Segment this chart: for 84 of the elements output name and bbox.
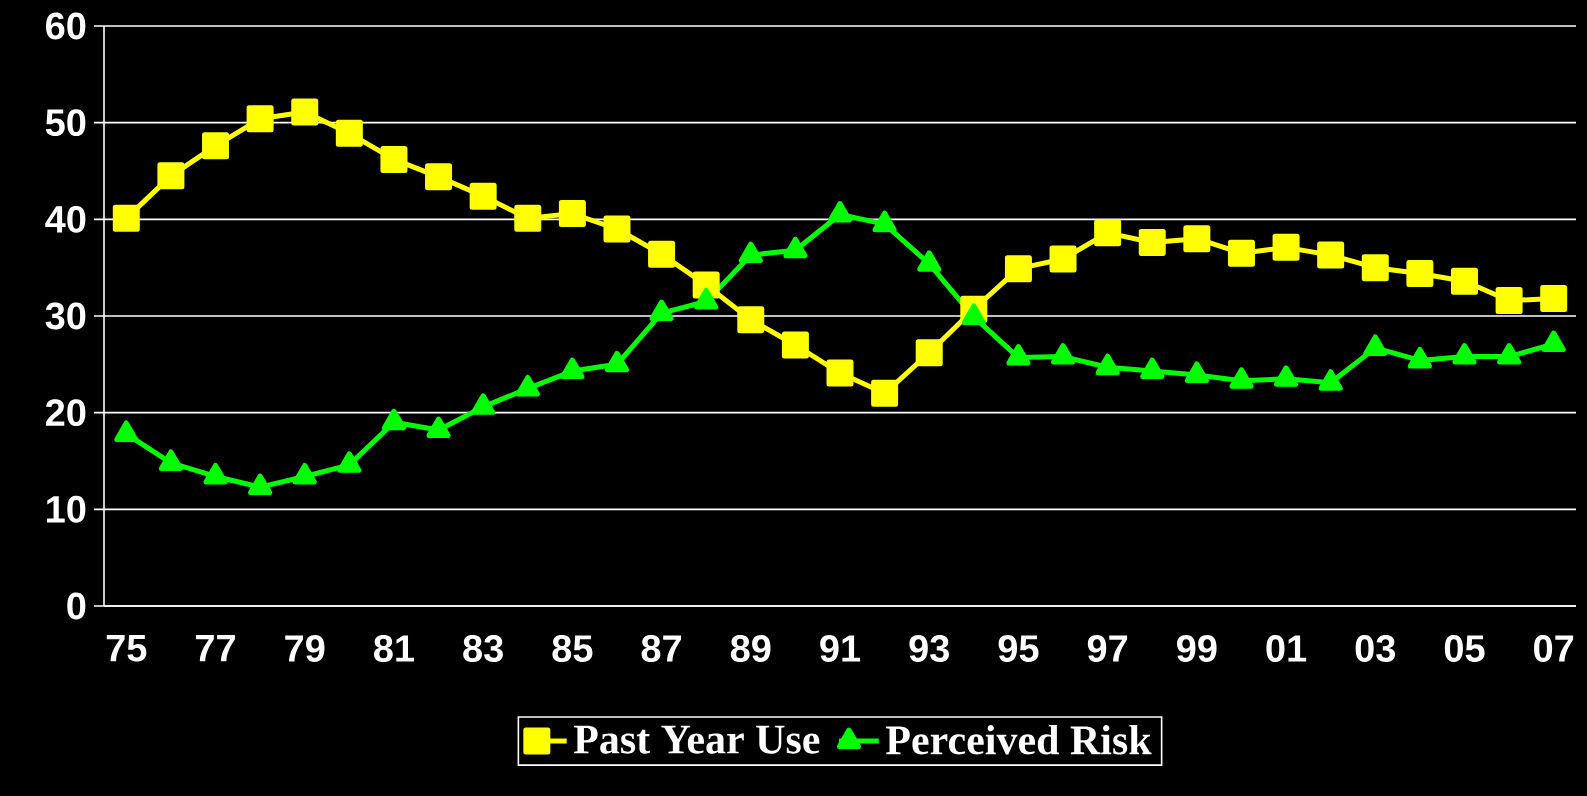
- point: [1450, 267, 1478, 295]
- x-tick-label: 81: [374, 635, 415, 662]
- x-tick-label: 91: [820, 635, 861, 662]
- point: [1272, 233, 1300, 261]
- point: [203, 462, 228, 485]
- x-tick-label: 01: [1266, 635, 1307, 662]
- point: [738, 241, 763, 264]
- point: [649, 299, 674, 322]
- x-tick-label: 89: [730, 635, 771, 662]
- y-tick-label: 0: [67, 592, 86, 620]
- point: [381, 408, 406, 431]
- point: [1541, 330, 1566, 353]
- point: [112, 204, 140, 232]
- point: [961, 303, 986, 325]
- x-tick-label: 05: [1444, 635, 1485, 662]
- y-tick-label: 20: [45, 399, 86, 427]
- point: [1407, 346, 1432, 369]
- point: [291, 98, 319, 126]
- point: [515, 374, 540, 397]
- point: [471, 393, 496, 415]
- point: [1006, 344, 1031, 366]
- point: [1274, 365, 1299, 387]
- y-tick-label: 50: [45, 109, 86, 137]
- y-tick-label: 10: [47, 495, 86, 523]
- point: [380, 145, 408, 173]
- point: [558, 200, 586, 228]
- x-tick-label: 85: [552, 635, 593, 662]
- point: [157, 162, 185, 190]
- point: [426, 416, 451, 439]
- point: [1318, 369, 1343, 391]
- x-tick-label: 87: [641, 635, 682, 662]
- point: [1361, 254, 1389, 282]
- point: [1495, 287, 1523, 315]
- point: [1229, 367, 1254, 389]
- point: [1049, 245, 1077, 273]
- x-tick-label: 07: [1534, 635, 1574, 662]
- point: [337, 451, 362, 473]
- point: [1184, 361, 1209, 383]
- point: [737, 306, 765, 334]
- point: [514, 204, 542, 232]
- point: [603, 215, 631, 243]
- point: [1540, 285, 1568, 313]
- point: [1140, 357, 1165, 380]
- point: [1138, 229, 1166, 257]
- x-tick-label: 97: [1087, 635, 1128, 662]
- point: [1406, 259, 1434, 287]
- x-tick-label: 93: [909, 635, 949, 663]
- x-tick-label: 95: [998, 635, 1039, 662]
- point: [604, 350, 629, 373]
- point: [781, 331, 809, 359]
- point: [469, 182, 497, 210]
- y-tick-label: 30: [45, 302, 86, 330]
- x-tick-label: 75: [106, 635, 147, 662]
- point: [158, 449, 183, 471]
- x-tick-label: 03: [1355, 635, 1396, 663]
- point: [560, 357, 585, 380]
- x-tick-label: 99: [1177, 635, 1217, 662]
- y-tick-label: 40: [45, 205, 86, 233]
- point: [425, 163, 453, 191]
- point: [1183, 225, 1211, 253]
- point: [292, 462, 317, 485]
- point: [1363, 334, 1388, 356]
- point: [1094, 219, 1122, 247]
- x-tick-label: 77: [196, 635, 235, 662]
- point: [1004, 255, 1032, 283]
- point: [1227, 239, 1255, 267]
- point: [694, 288, 719, 310]
- point: [917, 250, 942, 272]
- point: [1317, 241, 1345, 269]
- legend-label: Past Year Use: [573, 725, 820, 754]
- point: [648, 240, 676, 268]
- point: [335, 119, 363, 147]
- x-tick-label: 79: [285, 635, 325, 662]
- legend-label: Perceived Risk: [886, 724, 1152, 755]
- point: [246, 105, 274, 133]
- point: [248, 473, 273, 496]
- point: [1452, 343, 1477, 365]
- point: [1497, 343, 1522, 365]
- point: [202, 132, 230, 160]
- y-tick-label: 60: [46, 12, 86, 40]
- point: [1095, 353, 1120, 376]
- point: [1051, 343, 1076, 365]
- x-tick-label: 83: [463, 635, 503, 663]
- point: [114, 420, 139, 442]
